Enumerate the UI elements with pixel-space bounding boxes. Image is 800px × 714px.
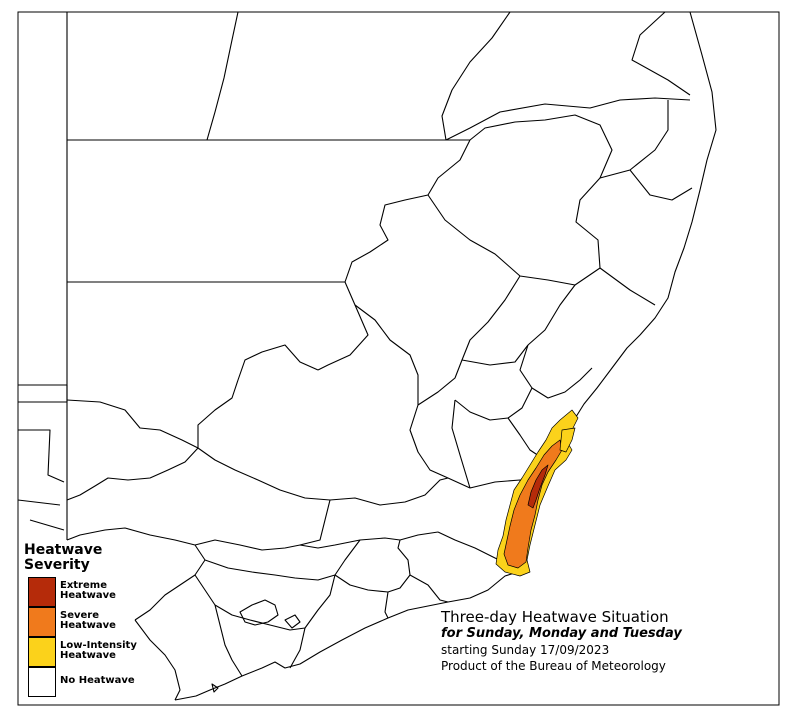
legend-label-severe: Severe Heatwave <box>60 610 116 631</box>
district-riverina <box>66 447 199 501</box>
district-northern-tablelands <box>427 114 613 286</box>
district-north-west-plains <box>317 194 429 371</box>
small-island <box>284 614 301 629</box>
state-border-vic-nsw <box>18 384 68 403</box>
legend-swatch-extreme <box>28 577 56 607</box>
legend-title-line2: Severity <box>24 557 90 573</box>
district-south-west <box>214 604 243 677</box>
map-caption: Three-day Heatwave Situation for Sunday,… <box>441 608 781 674</box>
legend-label-extreme: Extreme Heatwave <box>60 580 116 601</box>
heatwave-zone-extreme <box>527 464 549 509</box>
legend-label-none: No Heatwave <box>60 675 135 686</box>
legend-swatch-severe <box>28 607 56 637</box>
legend-swatch-low-intensity <box>28 637 56 667</box>
legend-title-line1: Heatwave <box>24 542 103 558</box>
district-upper-western <box>197 344 449 506</box>
district-central <box>289 539 361 669</box>
district-sydney <box>454 387 533 421</box>
district-north-east-vic <box>334 539 411 593</box>
district-gippsland <box>384 574 449 619</box>
legend-swatch-none <box>28 667 56 697</box>
district-central-tablelands <box>519 344 593 399</box>
legend-item-severe: Severe Heatwave <box>28 607 168 637</box>
district-central-west <box>409 275 521 489</box>
legend-label-low-intensity: Low-Intensity Heatwave <box>60 640 137 661</box>
district-north-top <box>441 11 511 141</box>
map-frame <box>17 11 780 706</box>
caption-title: Three-day Heatwave Situation <box>441 608 669 626</box>
caption-subtitle: for Sunday, Monday and Tuesday <box>441 626 682 641</box>
district-lower-western <box>66 399 199 449</box>
district-central-plains <box>299 304 419 546</box>
district-northern-rivers <box>599 100 693 201</box>
legend: Heatwave Severity Extreme Heatwave Sever… <box>24 543 164 697</box>
legend-item-extreme: Extreme Heatwave <box>28 577 168 607</box>
legend-item-none: No Heatwave <box>28 667 168 697</box>
district-nw-top <box>206 11 239 141</box>
district-ne-top <box>631 11 691 96</box>
caption-start-date: starting Sunday 17/09/2023 <box>441 643 610 657</box>
district-hunter <box>461 344 529 366</box>
port-phillip-bay <box>239 599 279 626</box>
district-north-central <box>194 574 306 631</box>
district-northern-country <box>204 559 336 581</box>
district-darling-downs <box>445 97 691 141</box>
district-mid-north <box>527 267 656 346</box>
legend-item-low-intensity: Low-Intensity Heatwave <box>28 637 168 667</box>
legend-title: Heatwave Severity <box>24 543 164 573</box>
heatwave-zone-low-intensity-north <box>559 427 576 453</box>
district-western <box>134 619 181 701</box>
district-west-small <box>17 429 65 531</box>
wilsons-island <box>211 683 219 693</box>
caption-credit: Product of the Bureau of Meteorology <box>441 659 666 673</box>
